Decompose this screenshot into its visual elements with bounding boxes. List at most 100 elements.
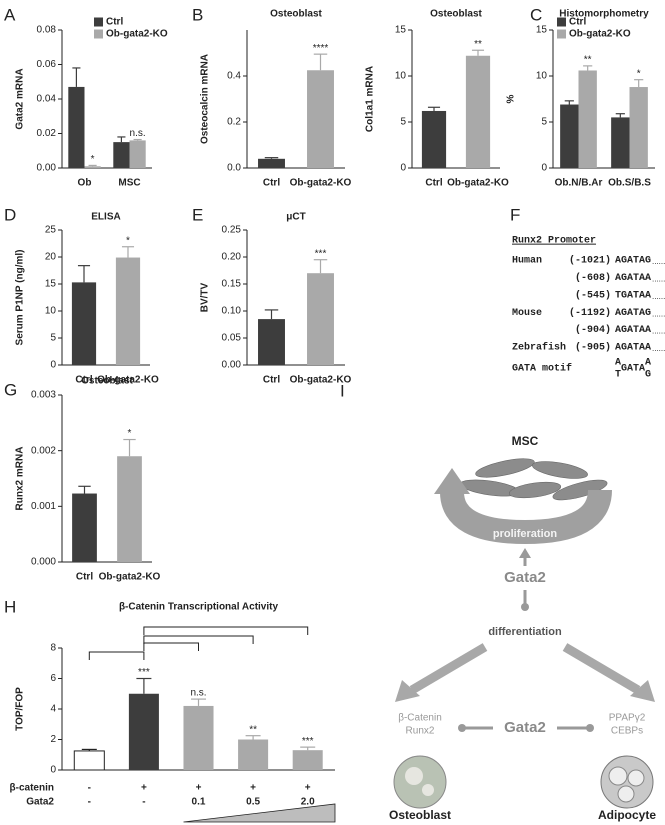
row-value: + bbox=[196, 783, 202, 794]
comparison-bracket bbox=[143, 626, 309, 635]
y-tick-label: 0.4 bbox=[227, 71, 241, 82]
significance: ** bbox=[584, 55, 592, 66]
bar bbox=[258, 319, 285, 365]
significance: * bbox=[91, 154, 95, 165]
position: (-608) bbox=[575, 272, 611, 284]
y-tick-label: 0.20 bbox=[222, 252, 242, 263]
y-tick-label: 0.08 bbox=[37, 25, 57, 36]
y-axis-label: Col1a1 mRNA bbox=[365, 66, 376, 132]
x-tick-label: Ctrl bbox=[425, 178, 442, 189]
comparison-bracket bbox=[88, 651, 145, 660]
panel-label: I bbox=[340, 381, 345, 400]
row-value: 0.1 bbox=[192, 797, 206, 808]
x-tick-label: Ctrl bbox=[75, 375, 92, 386]
y-tick-label: 10 bbox=[395, 71, 407, 82]
y-axis-label: Runx2 mRNA bbox=[15, 447, 26, 511]
position: (-1021) bbox=[569, 255, 611, 267]
osteoblast-image bbox=[422, 784, 434, 796]
panel-label: A bbox=[4, 5, 16, 24]
significance: ** bbox=[474, 39, 482, 50]
x-tick-label: MSC bbox=[118, 178, 140, 189]
significance: n.s. bbox=[190, 688, 206, 699]
y-tick-label: 0 bbox=[400, 163, 406, 174]
row-value: - bbox=[88, 797, 91, 808]
row-value: + bbox=[250, 783, 256, 794]
y-tick-label: 2 bbox=[50, 734, 56, 745]
dots: ...... bbox=[652, 327, 665, 336]
bar bbox=[611, 117, 630, 168]
x-tick-label: Ob-gata2-KO bbox=[99, 572, 161, 583]
significance: *** bbox=[302, 736, 314, 747]
dots: ...... bbox=[652, 344, 665, 353]
position: (-904) bbox=[575, 324, 611, 336]
inhibitor-label: Gata2 bbox=[504, 719, 546, 736]
x-tick-label: Ctrl bbox=[76, 572, 93, 583]
x-tick-label: Ob-gata2-KO bbox=[290, 375, 352, 386]
dots: ...... bbox=[652, 292, 665, 301]
osteoblast-factor: Runx2 bbox=[406, 726, 435, 737]
motif-base: G bbox=[645, 370, 651, 381]
bar bbox=[258, 158, 285, 168]
adipocyte-image bbox=[617, 785, 635, 803]
panel-label: H bbox=[4, 597, 16, 616]
motif-base: A bbox=[615, 358, 621, 369]
bar bbox=[73, 750, 105, 771]
proliferation-label: proliferation bbox=[493, 528, 557, 540]
bar bbox=[128, 693, 159, 770]
sequence: AGATAG bbox=[615, 256, 651, 267]
adipocyte-factor: CEBPs bbox=[611, 726, 643, 737]
comparison-bracket bbox=[143, 635, 254, 644]
panel-label: D bbox=[4, 205, 16, 224]
msc-cells bbox=[459, 458, 608, 501]
significance: * bbox=[128, 428, 132, 439]
bar bbox=[183, 705, 214, 770]
significance: **** bbox=[313, 43, 329, 54]
chart-title: Osteoblast bbox=[430, 9, 482, 20]
bar bbox=[71, 282, 97, 365]
significance: ** bbox=[249, 724, 257, 735]
legend-swatch bbox=[557, 17, 566, 27]
bar bbox=[629, 87, 648, 168]
diagram: I MSC proliferation Gata2 differentiatio… bbox=[340, 381, 656, 822]
bar bbox=[117, 456, 142, 562]
y-tick-label: 25 bbox=[45, 225, 57, 236]
y-tick-label: 8 bbox=[50, 643, 56, 654]
differentiation-label: differentiation bbox=[488, 626, 562, 638]
dose-triangle bbox=[183, 803, 336, 823]
adipocyte-image bbox=[627, 769, 645, 787]
y-tick-label: 0.00 bbox=[37, 163, 57, 174]
legend-label: Ctrl bbox=[569, 17, 586, 28]
arrow-head bbox=[519, 548, 531, 558]
y-tick-label: 20 bbox=[45, 252, 57, 263]
bar bbox=[115, 257, 141, 365]
legend-swatch bbox=[94, 29, 103, 39]
x-tick-label: Ob-gata2-KO bbox=[290, 178, 352, 189]
arrow-head bbox=[395, 680, 420, 702]
arrow-head bbox=[434, 468, 470, 494]
species: Human bbox=[512, 256, 542, 267]
x-tick-label: Ctrl bbox=[263, 178, 280, 189]
y-tick-label: 10 bbox=[536, 71, 548, 82]
y-tick-label: 0.05 bbox=[222, 333, 242, 344]
y-tick-label: 0 bbox=[541, 163, 547, 174]
row-value: - bbox=[142, 797, 145, 808]
y-tick-label: 0.10 bbox=[222, 306, 242, 317]
y-tick-label: 5 bbox=[50, 333, 56, 344]
y-tick-label: 0.2 bbox=[227, 117, 241, 128]
bar bbox=[113, 142, 130, 168]
motif-core: GATA bbox=[621, 364, 645, 375]
panel-label: G bbox=[4, 380, 17, 399]
significance: *** bbox=[315, 248, 327, 259]
position: (-545) bbox=[575, 289, 611, 301]
y-tick-label: 0.0 bbox=[227, 163, 241, 174]
x-tick-label: Ob-gata2-KO bbox=[97, 375, 159, 386]
sequence-title: Runx2 Promoter bbox=[512, 236, 596, 247]
x-tick-label: Ctrl bbox=[263, 375, 280, 386]
comparison-bracket bbox=[143, 642, 199, 651]
bar bbox=[307, 70, 334, 168]
legend-label: Ob-gata2-KO bbox=[569, 29, 631, 40]
significance: n.s. bbox=[130, 128, 146, 139]
inhibit-end bbox=[586, 724, 594, 732]
significance: *** bbox=[138, 667, 150, 678]
legend-swatch bbox=[94, 17, 103, 27]
